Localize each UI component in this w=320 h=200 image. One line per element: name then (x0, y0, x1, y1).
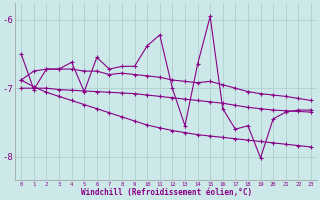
X-axis label: Windchill (Refroidissement éolien,°C): Windchill (Refroidissement éolien,°C) (81, 188, 252, 197)
